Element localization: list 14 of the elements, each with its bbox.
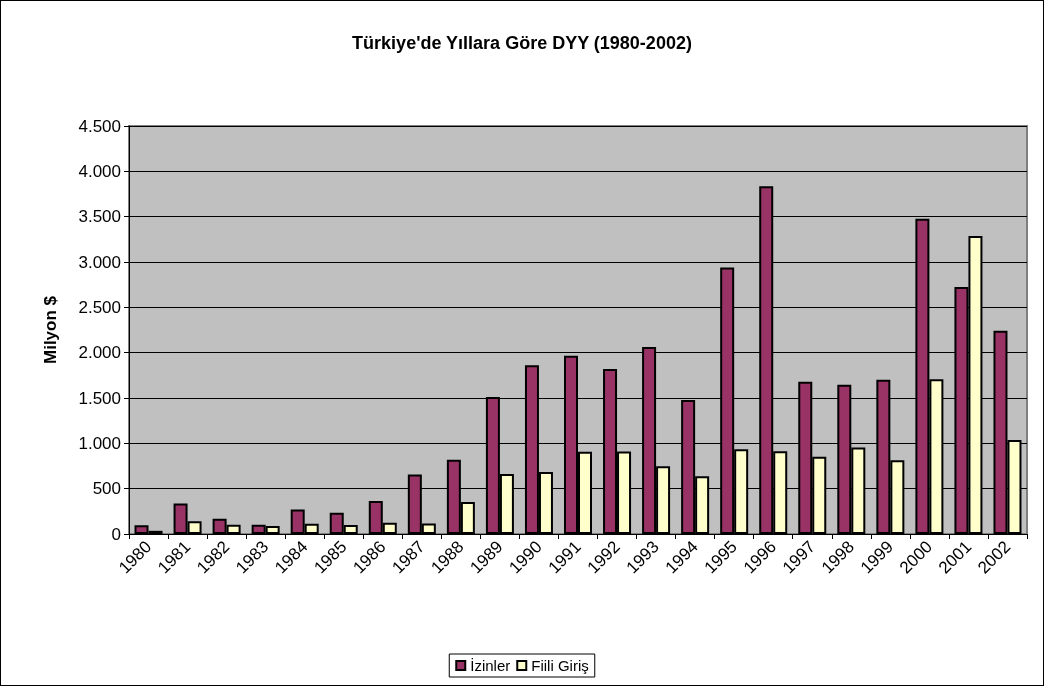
chart-title: Türkiye'de Yıllara Göre DYY (1980-2002) [352,33,692,53]
y-tick-label: 2.500 [78,297,121,317]
y-tick-label: 500 [92,479,121,499]
y-tick-label: 1.000 [78,433,121,453]
y-tick-label: 3.000 [78,252,121,272]
y-axis-title: Milyon $ [41,295,60,365]
y-tick-label: 3.500 [78,207,121,227]
legend-label: Fiili Giriş [531,657,589,674]
y-tick-label: 4.000 [78,161,121,181]
y-tick-label: 0 [111,524,121,544]
y-tick-label: 2.000 [78,343,121,363]
y-tick-label: 4.500 [78,116,121,136]
legend-label: İzinler [470,657,511,674]
y-tick-label: 1.500 [78,388,121,408]
